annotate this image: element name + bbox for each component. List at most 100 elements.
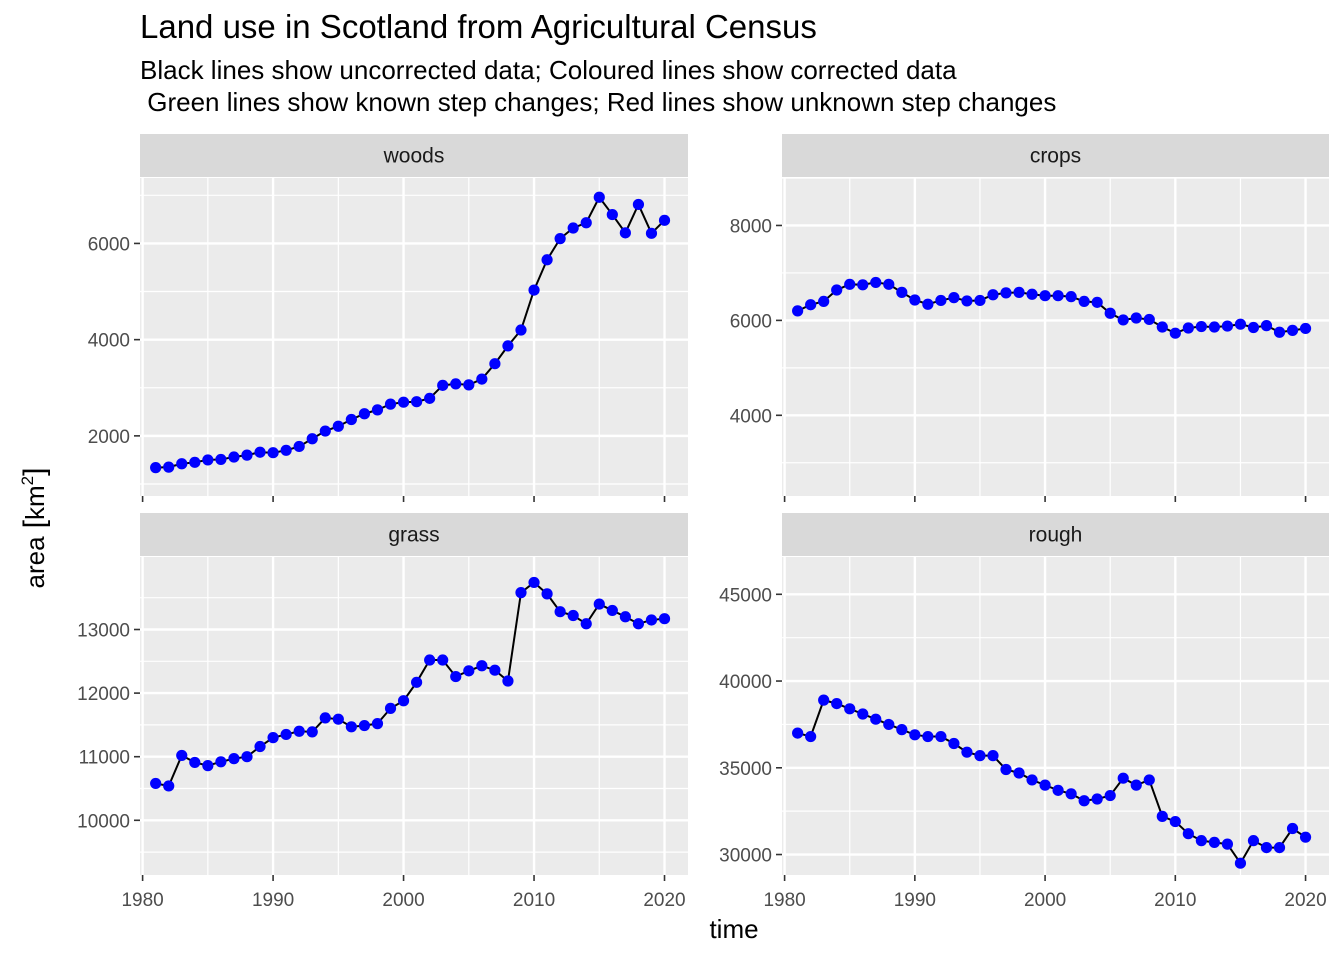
data-point <box>384 702 397 714</box>
data-point <box>228 753 240 765</box>
x-tick-label: 1980 <box>763 890 805 911</box>
y-tick-label: 6000 <box>88 234 130 255</box>
data-point <box>411 676 423 688</box>
data-point <box>345 413 357 426</box>
panel-woods: woods 2000 4000 6000 <box>88 134 688 502</box>
data-point <box>1065 291 1077 303</box>
chart-subtitle-line1: Black lines show uncorrected data; Colou… <box>140 55 957 85</box>
data-point <box>1104 789 1116 802</box>
data-point <box>528 576 540 589</box>
data-point <box>189 456 201 468</box>
data-point <box>831 697 843 710</box>
data-point <box>411 396 423 408</box>
data-point <box>1130 312 1142 324</box>
data-point <box>150 462 162 474</box>
data-point <box>241 449 253 461</box>
data-point <box>1208 321 1220 333</box>
y-axis-title-bracket-open: [ <box>18 519 51 528</box>
data-point <box>280 728 292 741</box>
data-point <box>896 286 908 298</box>
data-point <box>1221 320 1234 332</box>
x-tick-label: 2000 <box>382 890 424 911</box>
y-tick-label: 12000 <box>77 684 130 705</box>
data-point <box>463 665 475 677</box>
data-point <box>1026 288 1038 300</box>
data-point <box>176 749 188 762</box>
data-point <box>541 588 553 600</box>
data-point <box>150 777 162 790</box>
facet-strip-label: woods <box>383 145 445 168</box>
data-point <box>974 294 986 307</box>
data-point <box>502 340 514 352</box>
data-point <box>1039 290 1051 302</box>
data-point <box>1091 296 1103 308</box>
data-point <box>371 404 384 416</box>
data-point <box>280 444 292 456</box>
data-point <box>254 446 266 458</box>
data-point <box>1273 326 1286 338</box>
data-point <box>424 392 436 404</box>
data-point <box>202 454 214 466</box>
data-point <box>619 227 631 239</box>
x-tick-label: 1980 <box>121 890 163 911</box>
series-line <box>797 698 1307 866</box>
data-point <box>792 727 804 739</box>
data-point <box>1195 320 1207 333</box>
data-point <box>515 324 527 336</box>
data-point <box>397 396 410 408</box>
data-point <box>1000 287 1012 299</box>
data-point <box>489 664 501 676</box>
data-point <box>1169 815 1181 828</box>
data-point <box>1195 835 1207 847</box>
facet-strip <box>140 134 688 177</box>
data-point <box>358 719 371 732</box>
y-tick-label: 45000 <box>719 585 772 606</box>
data-point <box>437 654 449 666</box>
data-point <box>1273 841 1286 854</box>
data-point <box>1247 321 1260 334</box>
data-point <box>606 208 618 221</box>
x-tick-label: 2010 <box>513 890 555 911</box>
data-point <box>476 373 488 385</box>
data-point <box>1013 767 1025 779</box>
data-point <box>948 292 960 304</box>
panel-background <box>140 557 688 875</box>
series-line <box>155 581 665 788</box>
data-point <box>909 294 921 306</box>
y-tick-label: 4000 <box>730 406 772 427</box>
data-point <box>1039 779 1051 791</box>
data-point <box>437 379 449 391</box>
y-axis-title-sup: 2 <box>18 476 37 485</box>
data-point <box>935 294 947 307</box>
data-point <box>870 276 882 289</box>
data-point <box>844 703 856 715</box>
data-point <box>267 447 279 459</box>
data-point <box>1247 835 1260 847</box>
data-point <box>658 613 671 625</box>
data-point <box>345 721 357 733</box>
data-point <box>554 233 566 245</box>
data-point <box>909 729 921 741</box>
y-tick-label: 11000 <box>79 748 130 769</box>
data-point <box>1143 774 1155 786</box>
data-point <box>306 726 318 738</box>
data-point <box>215 756 227 768</box>
data-point <box>987 289 999 301</box>
data-point <box>961 746 973 758</box>
facet-strip-label: crops <box>1030 145 1081 168</box>
data-point <box>1065 788 1077 800</box>
y-tick-label: 13000 <box>77 621 130 642</box>
data-point <box>202 760 214 772</box>
x-axis-title: time <box>709 914 758 944</box>
data-point <box>1000 763 1012 776</box>
data-point <box>567 609 579 622</box>
data-point <box>1078 295 1090 308</box>
data-point <box>580 618 592 630</box>
y-tick-label: 4000 <box>88 331 130 352</box>
data-point <box>1169 327 1181 339</box>
data-point <box>319 425 331 437</box>
data-point <box>1182 322 1194 334</box>
data-point <box>935 730 947 743</box>
data-point <box>567 222 579 234</box>
